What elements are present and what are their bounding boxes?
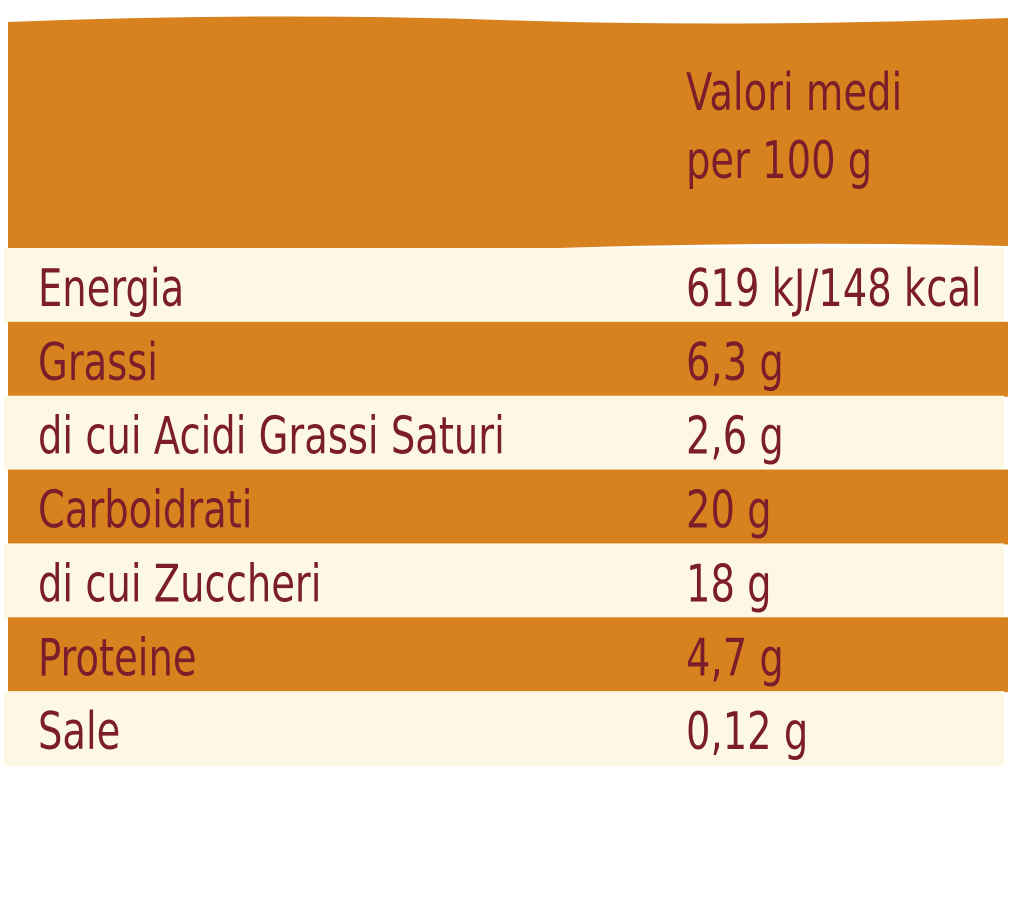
row-value: 0,12 g [686,701,808,761]
row-label: Sale [38,701,120,761]
header-line: Valori medi [686,62,902,122]
row-band [8,469,1008,545]
row-label: di cui Acidi Grassi Saturi [38,406,505,466]
row-band [4,543,1004,619]
header-line: per 100 g [686,130,872,190]
header-band [8,16,1008,255]
row-band [4,248,1004,323]
row-band [4,395,1004,471]
row-value: 20 g [686,480,772,540]
row-value: 18 g [686,554,772,614]
row-label: Energia [38,258,184,318]
row-value: 4,7 g [686,628,784,688]
row-label: di cui Zuccheri [38,554,321,614]
row-label: Grassi [38,332,158,392]
row-band [4,691,1004,766]
row-band [8,617,1008,693]
row-value: 619 kJ/148 kcal [686,258,982,318]
row-value: 2,6 g [686,406,784,466]
row-label: Proteine [38,628,197,688]
row-band [8,321,1008,397]
row-value: 6,3 g [686,332,784,392]
row-label: Carboidrati [38,480,253,540]
